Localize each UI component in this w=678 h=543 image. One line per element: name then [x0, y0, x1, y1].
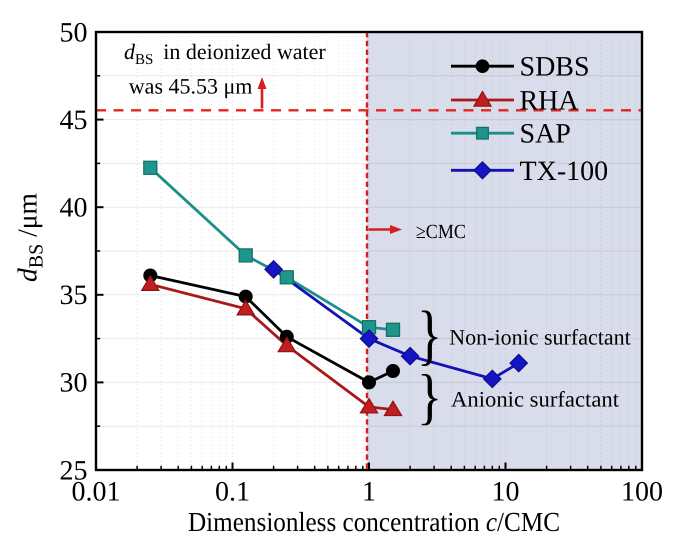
- svg-text:RHA: RHA: [520, 86, 580, 117]
- svg-text:50: 50: [60, 17, 88, 48]
- svg-text:TX-100: TX-100: [520, 156, 609, 187]
- svg-text:dBS /μm: dBS /μm: [12, 193, 48, 282]
- svg-text:1: 1: [362, 477, 376, 508]
- svg-text:}: }: [417, 362, 442, 431]
- svg-text:SAP: SAP: [520, 119, 571, 150]
- svg-text:≥CMC: ≥CMC: [416, 221, 466, 243]
- svg-text:0.1: 0.1: [215, 477, 250, 508]
- svg-text:100: 100: [621, 477, 663, 508]
- svg-text:Dimensionless concentration c/: Dimensionless concentration c/CMC: [188, 506, 560, 537]
- svg-text:SDBS: SDBS: [520, 52, 590, 83]
- svg-text:30: 30: [60, 368, 88, 399]
- svg-text:10: 10: [492, 477, 520, 508]
- svg-text:dBS in deionized water: dBS in deionized water: [124, 39, 326, 68]
- svg-text:45: 45: [60, 105, 88, 136]
- svg-text:0.01: 0.01: [72, 477, 121, 508]
- svg-text:40: 40: [60, 193, 88, 224]
- svg-text:Anionic surfactant: Anionic surfactant: [451, 387, 619, 412]
- svg-text:Non-ionic surfactant: Non-ionic surfactant: [449, 325, 630, 350]
- svg-text:was 45.53 μm: was 45.53 μm: [129, 73, 253, 98]
- svg-text:35: 35: [60, 280, 88, 311]
- svg-text:25: 25: [60, 455, 88, 486]
- svg-text:}: }: [417, 298, 442, 372]
